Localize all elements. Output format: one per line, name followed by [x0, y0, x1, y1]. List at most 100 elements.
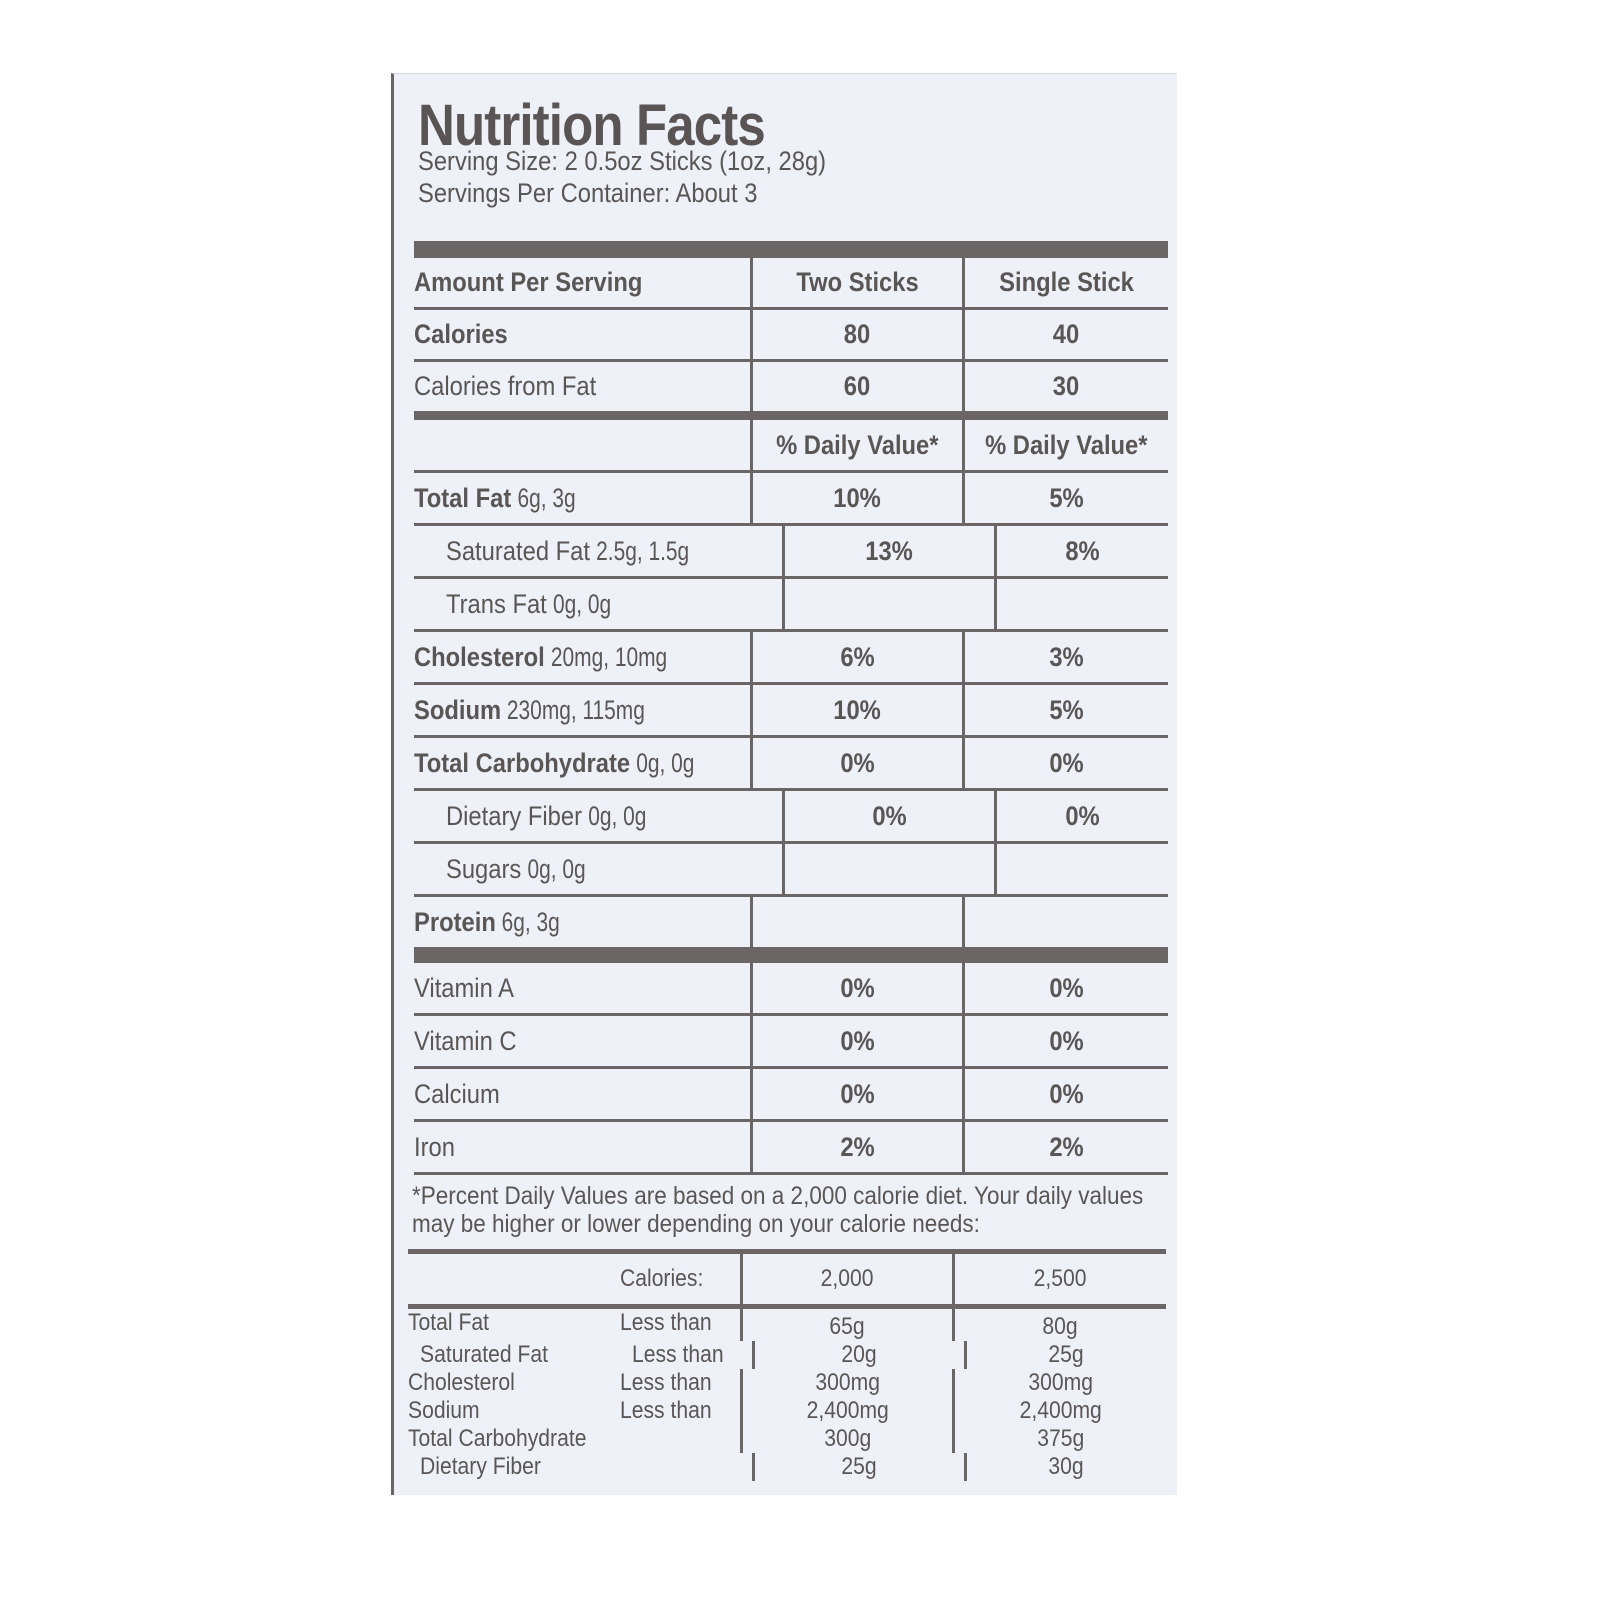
dv-cal2: 2,500	[1034, 1265, 1087, 1292]
dv-2500-value: 300mg	[1028, 1369, 1093, 1396]
single-stick-dv: 0%	[1049, 972, 1084, 1003]
dv-nutrient: Cholesterol	[408, 1369, 515, 1396]
single-stick-dv: 3%	[1049, 641, 1084, 672]
vitamin-row: Vitamin A 0% 0%	[414, 963, 1168, 1016]
dv-calories-label: Calories:	[620, 1265, 704, 1292]
dv-nutrient: Total Carbohydrate	[408, 1425, 587, 1452]
two-sticks-value: 60	[844, 371, 871, 401]
vitamin-name: Vitamin A	[414, 972, 514, 1003]
two-sticks-value: 80	[844, 319, 871, 349]
nutrient-name: Cholesterol	[414, 641, 545, 672]
dv-2000-value: 20g	[841, 1341, 878, 1368]
two-sticks-dv: 10%	[833, 694, 882, 725]
single-stick-dv: 0%	[1049, 747, 1084, 778]
single-stick-value: 30	[1053, 371, 1080, 401]
dv-nutrient: Dietary Fiber	[420, 1453, 541, 1480]
dv-qualifier: Less than	[620, 1309, 712, 1336]
calories-row: Calories from Fat 60 30	[414, 362, 1168, 414]
nutrient-name: Sodium	[414, 694, 502, 725]
two-sticks-dv: 10%	[833, 482, 882, 513]
thick-divider	[414, 947, 1168, 963]
header-col1: Two Sticks	[796, 267, 919, 297]
nutrient-row: Trans Fat 0g, 0g	[414, 579, 1168, 632]
nutrient-name: Sugars	[446, 853, 522, 884]
nutrient-row: Cholesterol 20mg, 10mg 6% 3%	[414, 632, 1168, 685]
single-stick-dv: 0%	[1065, 800, 1100, 831]
dv-qualifier: Less than	[632, 1341, 724, 1368]
single-stick-value: 40	[1053, 319, 1080, 349]
dv-row: Total Fat Less than 65g 80g	[408, 1309, 1166, 1341]
nutrient-name: Total Carbohydrate	[414, 747, 631, 778]
vitamin-name: Iron	[414, 1131, 455, 1162]
single-stick-dv: 8%	[1065, 535, 1100, 566]
nutrient-row: Sodium 230mg, 115mg 10% 5%	[414, 685, 1168, 738]
dv-header-row: % Daily Value* % Daily Value*	[414, 420, 1168, 473]
daily-value-table: Calories: 2,000 2,500 Total Fat Less than…	[408, 1249, 1166, 1481]
vitamin-row: Iron 2% 2%	[414, 1122, 1168, 1175]
vitamin-row: Vitamin C 0% 0%	[414, 1016, 1168, 1069]
dv-nutrient: Sodium	[408, 1397, 480, 1424]
vitamin-row: Calcium 0% 0%	[414, 1069, 1168, 1122]
single-stick-dv: 2%	[1049, 1131, 1084, 1162]
nutrient-name: Total Fat	[414, 482, 512, 513]
two-sticks-dv: 13%	[865, 535, 914, 566]
nutrition-label: Nutrition Facts Serving Size: 2 0.5oz St…	[391, 73, 1177, 1495]
two-sticks-dv: 0%	[840, 1025, 875, 1056]
dv-2500-value: 2,400mg	[1019, 1397, 1102, 1424]
nutrient-amount: 0g, 0g	[630, 747, 695, 778]
dv-2000-value: 25g	[841, 1453, 878, 1480]
row-label: Calories	[414, 319, 508, 349]
dv-row: Dietary Fiber 25g 30g	[408, 1453, 1166, 1481]
single-stick-dv: 0%	[1049, 1025, 1084, 1056]
dv-cal1: 2,000	[821, 1265, 874, 1292]
dv-2500-value: 80g	[1042, 1313, 1079, 1340]
nutrient-amount: 6g, 3g	[495, 906, 560, 937]
serving-size: Serving Size: 2 0.5oz Sticks (1oz, 28g)	[418, 146, 827, 176]
nutrient-amount: 6g, 3g	[511, 482, 576, 513]
thick-divider	[414, 241, 1168, 258]
two-sticks-dv: 0%	[840, 747, 875, 778]
dv-2500-value: 30g	[1048, 1453, 1085, 1480]
vitamin-name: Calcium	[414, 1078, 500, 1109]
footnote: *Percent Daily Values are based on a 2,0…	[412, 1182, 1144, 1238]
nutrient-row: Protein 6g, 3g	[414, 897, 1168, 950]
dv-row: Total Carbohydrate 300g 375g	[408, 1425, 1166, 1453]
nutrient-row: Dietary Fiber 0g, 0g 0% 0%	[414, 791, 1168, 844]
calories-row: Calories 80 40	[414, 310, 1168, 362]
dv-nutrient: Saturated Fat	[420, 1341, 548, 1368]
nutrient-name: Trans Fat	[446, 588, 547, 619]
nutrient-name: Saturated Fat	[446, 535, 590, 566]
nutrient-amount: 0g, 0g	[521, 853, 586, 884]
two-sticks-dv: 0%	[840, 972, 875, 1003]
dv-2000-value: 65g	[829, 1313, 866, 1340]
dv-2500-value: 25g	[1048, 1341, 1085, 1368]
nutrient-table: Amount Per Serving Two Sticks Single Sti…	[414, 241, 1168, 1175]
dv-row: Sodium Less than 2,400mg 2,400mg	[408, 1397, 1166, 1425]
dv-2000-value: 300mg	[815, 1369, 880, 1396]
dv-row: Saturated Fat Less than 20g 25g	[408, 1341, 1166, 1369]
dv-qualifier: Less than	[620, 1369, 712, 1396]
nutrient-amount: 20mg, 10mg	[544, 641, 667, 672]
row-label: Calories from Fat	[414, 371, 597, 401]
nutrient-row: Sugars 0g, 0g	[414, 844, 1168, 897]
dv-2000-value: 300g	[824, 1425, 871, 1452]
nutrient-amount: 230mg, 115mg	[501, 694, 645, 725]
header-label: Amount Per Serving	[414, 267, 643, 297]
single-stick-dv: 5%	[1049, 482, 1084, 513]
nutrient-amount: 0g, 0g	[546, 588, 611, 619]
two-sticks-dv: 0%	[840, 1078, 875, 1109]
two-sticks-dv: 6%	[840, 641, 875, 672]
nutrient-row: Saturated Fat 2.5g, 1.5g 13% 8%	[414, 526, 1168, 579]
nutrient-name: Protein	[414, 906, 496, 937]
header-row: Amount Per Serving Two Sticks Single Sti…	[414, 258, 1168, 310]
divider	[408, 1249, 1166, 1254]
two-sticks-dv: 2%	[840, 1131, 875, 1162]
nutrient-row: Total Fat 6g, 3g 10% 5%	[414, 473, 1168, 526]
label-title: Nutrition Facts	[418, 93, 766, 158]
dv-row: Cholesterol Less than 300mg 300mg	[408, 1369, 1166, 1397]
dv-2500-value: 375g	[1037, 1425, 1084, 1452]
dv-header-col2: % Daily Value*	[985, 429, 1148, 460]
single-stick-dv: 5%	[1049, 694, 1084, 725]
nutrient-row: Total Carbohydrate 0g, 0g 0% 0%	[414, 738, 1168, 791]
header-col2: Single Stick	[999, 267, 1134, 297]
